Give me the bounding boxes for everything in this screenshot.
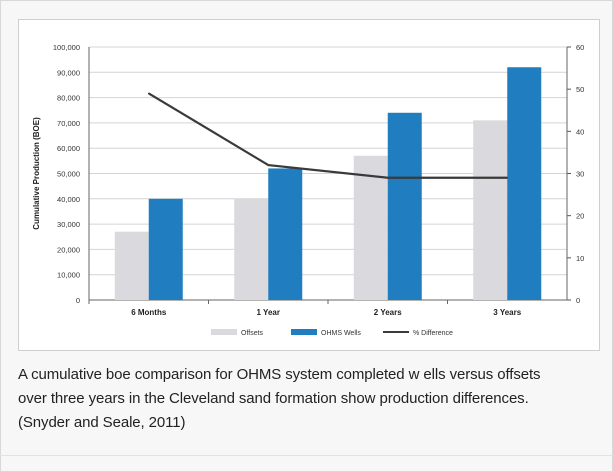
legend-label: OHMS Wells: [321, 330, 361, 337]
legend-swatch: [211, 329, 237, 335]
y-tick-label: 70,000: [57, 119, 80, 128]
caption-line-3: (Snyder and Seale, 2011): [18, 414, 186, 431]
y-axis-label: Cumulative Production (BOE): [32, 117, 41, 230]
line-point: [267, 164, 270, 166]
caption-line-1: A cumulative boe comparison for OHMS sys…: [18, 366, 541, 383]
bar-offsets-0: [114, 231, 149, 300]
y2-tick-label: 60: [576, 43, 584, 52]
y-tick-label: 30,000: [57, 220, 80, 229]
bar-offsets-2: [353, 155, 388, 300]
legend-label: % Difference: [413, 330, 453, 337]
x-tick-label: 2 Years: [374, 308, 402, 317]
y-tick-label: 90,000: [57, 68, 80, 77]
y-tick-label: 80,000: [57, 94, 80, 103]
bar-ohms-wells-0: [148, 198, 183, 300]
bar-offsets-3: [473, 120, 508, 301]
y2-tick-label: 40: [576, 127, 584, 136]
bar-ohms-wells-1: [268, 168, 303, 300]
y-tick-label: 40,000: [57, 195, 80, 204]
line-point: [506, 176, 509, 179]
y-tick-label: 10,000: [57, 271, 80, 280]
y2-tick-label: 50: [576, 85, 584, 94]
y-tick-label: 50,000: [57, 170, 80, 179]
line-point: [147, 92, 150, 95]
line-percent-difference: [148, 92, 508, 179]
y-tick-label: 100,000: [53, 43, 80, 52]
y-tick-label: 0: [76, 296, 80, 305]
legend-label: Offsets: [241, 330, 264, 337]
legend-swatch: [291, 329, 317, 335]
figure-caption: A cumulative boe comparison for OHMS sys…: [18, 363, 608, 435]
y2-tick-label: 0: [576, 296, 580, 305]
x-tick-label: 1 Year: [257, 308, 280, 317]
y2-tick-label: 20: [576, 212, 584, 221]
caption-line-2: over three years in the Cleveland sand f…: [18, 390, 529, 407]
y-tick-label: 20,000: [57, 245, 80, 254]
y2-tick-label: 30: [576, 170, 584, 179]
bar-ohms-wells-2: [387, 112, 422, 300]
chart-panel: 0 10,000 20,000 30,000 40,000 50,000 60,000 70,…: [18, 19, 600, 351]
bar-offsets-1: [234, 198, 269, 300]
x-tick-label: 6 Months: [131, 308, 167, 317]
y2-tick-label: 10: [576, 254, 584, 263]
line-point: [386, 176, 389, 179]
bottom-divider: [0, 455, 613, 456]
chart-svg: 0 10,000 20,000 30,000 40,000 50,000 60,000 70,…: [32, 43, 584, 337]
x-tick-label: 3 Years: [493, 308, 521, 317]
bar-ohms-wells-3: [507, 67, 542, 300]
y-tick-label: 60,000: [57, 144, 80, 153]
